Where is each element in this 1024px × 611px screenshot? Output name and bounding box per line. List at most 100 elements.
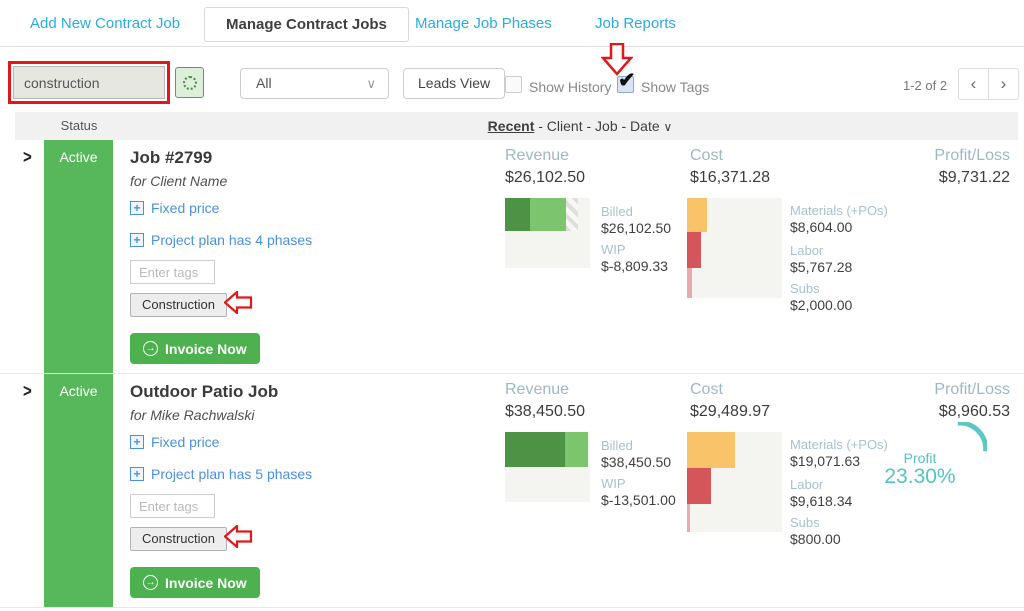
- materials-value: $8,604.00: [790, 219, 853, 235]
- revenue-mini-chart: [505, 198, 590, 268]
- revenue-header: Revenue: [505, 147, 570, 164]
- job-row: > Active Outdoor Patio Job for Mike Rach…: [0, 374, 1024, 608]
- sort-primary: Recent: [487, 118, 535, 134]
- job-title: Job #2799: [130, 148, 213, 167]
- arrow-circle-icon: →: [143, 341, 158, 356]
- materials-label: Materials (+POs): [790, 203, 888, 218]
- plus-square-icon: +: [130, 467, 144, 481]
- cost-total: $16,371.28: [690, 169, 771, 186]
- check-icon: ✔: [618, 69, 636, 92]
- revenue-bar-wip-segment: [566, 198, 578, 231]
- cost-bar-subs-segment: [687, 504, 690, 532]
- profit-loss-total: $8,960.53: [938, 403, 1010, 420]
- cost-mini-chart: [687, 432, 782, 532]
- leads-view-button[interactable]: Leads View: [403, 68, 506, 99]
- wip-value: $-8,809.33: [601, 258, 668, 274]
- refresh-spinner-button[interactable]: [175, 67, 204, 98]
- status-badge: Active: [59, 149, 98, 165]
- job-row: > Active Job #2799 for Client Name + Fix…: [0, 140, 1024, 374]
- sort-control[interactable]: Recent - Client - Job - Date ∨: [435, 112, 725, 141]
- invoice-now-label: Invoice Now: [165, 574, 247, 591]
- profit-gauge-percent: 23.30%: [884, 465, 956, 488]
- sort-rest: - Client - Job - Date: [534, 118, 664, 134]
- cost-total: $29,489.97: [690, 403, 771, 420]
- plus-square-icon: +: [130, 435, 144, 449]
- invoice-now-button[interactable]: → Invoice Now: [130, 567, 260, 598]
- invoice-now-button[interactable]: → Invoice Now: [130, 333, 260, 364]
- billed-value: $26,102.50: [601, 220, 672, 236]
- cost-bar-subs-segment: [687, 268, 692, 298]
- cost-bar-labor-segment: [687, 232, 701, 268]
- filter-dropdown-value: All: [256, 75, 272, 91]
- profit-loss-header: Profit/Loss: [934, 381, 1010, 398]
- fixed-price-link[interactable]: + Fixed price: [130, 200, 219, 216]
- profit-gauge-arc: [957, 422, 987, 452]
- annotation-arrow-left: [224, 525, 253, 548]
- pagination-next-button[interactable]: ›: [988, 68, 1019, 100]
- billed-value: $38,450.50: [601, 454, 672, 470]
- profit-loss-header: Profit/Loss: [934, 147, 1010, 164]
- revenue-bar-billed-segment: [530, 198, 566, 231]
- revenue-bar-paid-segment: [505, 432, 565, 467]
- subs-value: $2,000.00: [790, 297, 853, 313]
- chevron-down-icon: ∨: [366, 76, 376, 91]
- job-client: for Mike Rachwalski: [130, 407, 255, 423]
- subs-label: Subs: [790, 281, 820, 296]
- plus-square-icon: +: [130, 201, 144, 215]
- nav-manage-job-phases[interactable]: Manage Job Phases: [415, 15, 552, 32]
- pagination-info: 1-2 of 2: [903, 78, 948, 93]
- job-title: Outdoor Patio Job: [130, 382, 279, 401]
- cost-bar-materials-segment: [687, 198, 707, 232]
- invoice-now-label: Invoice Now: [165, 340, 247, 357]
- fixed-price-label: Fixed price: [151, 200, 220, 216]
- status-column-header: Status: [60, 118, 98, 133]
- wip-label: WIP: [601, 476, 626, 491]
- wip-label: WIP: [601, 242, 626, 257]
- revenue-bar-paid-segment: [505, 198, 530, 231]
- fixed-price-link[interactable]: + Fixed price: [130, 434, 219, 450]
- filter-dropdown[interactable]: All ∨: [240, 68, 389, 99]
- cost-bar-labor-segment: [687, 468, 711, 504]
- tag-construction-button[interactable]: Construction: [130, 527, 227, 551]
- labor-label: Labor: [790, 243, 824, 258]
- status-band: Active: [44, 374, 113, 607]
- search-input[interactable]: [13, 66, 165, 99]
- pagination-prev-button[interactable]: ‹: [958, 68, 989, 100]
- nav-add-new-contract-job[interactable]: Add New Contract Job: [30, 15, 181, 32]
- labor-value: $5,767.28: [790, 259, 853, 275]
- top-navbar: Add New Contract Job Manage Contract Job…: [0, 0, 1024, 47]
- revenue-total: $26,102.50: [505, 169, 586, 186]
- cost-bar-materials-segment: [687, 432, 735, 468]
- nav-job-reports[interactable]: Job Reports: [595, 15, 676, 32]
- project-plan-link[interactable]: + Project plan has 4 phases: [130, 232, 312, 248]
- project-plan-label: Project plan has 5 phases: [151, 466, 313, 482]
- cost-header: Cost: [690, 381, 723, 398]
- revenue-header: Revenue: [505, 381, 570, 398]
- show-tags-label: Show Tags: [641, 79, 710, 95]
- cost-header: Cost: [690, 147, 723, 164]
- project-plan-link[interactable]: + Project plan has 5 phases: [130, 466, 312, 482]
- status-band: Active: [44, 140, 113, 373]
- expand-row-chevron[interactable]: >: [23, 146, 32, 169]
- revenue-bar-billed-segment: [565, 432, 588, 467]
- labor-value: $9,618.34: [790, 493, 853, 509]
- nav-manage-contract-jobs[interactable]: Manage Contract Jobs: [204, 7, 409, 42]
- expand-row-chevron[interactable]: >: [23, 380, 32, 403]
- subs-value: $800.00: [790, 531, 841, 547]
- enter-tags-input[interactable]: [130, 494, 215, 518]
- subs-label: Subs: [790, 515, 820, 530]
- wip-value: $-13,501.00: [601, 492, 676, 508]
- show-history-checkbox[interactable]: [505, 76, 522, 93]
- plus-square-icon: +: [130, 233, 144, 247]
- tag-construction-button[interactable]: Construction: [130, 293, 227, 317]
- table-header: Status Recent - Client - Job - Date ∨: [15, 112, 1018, 140]
- revenue-mini-chart: [505, 432, 590, 502]
- show-history-label: Show History: [529, 79, 612, 95]
- enter-tags-input[interactable]: [130, 260, 215, 284]
- cost-mini-chart: [687, 198, 782, 298]
- billed-label: Billed: [601, 438, 633, 453]
- job-client: for Client Name: [130, 173, 228, 189]
- show-tags-checkbox[interactable]: ✔: [617, 69, 636, 93]
- project-plan-label: Project plan has 4 phases: [151, 232, 313, 248]
